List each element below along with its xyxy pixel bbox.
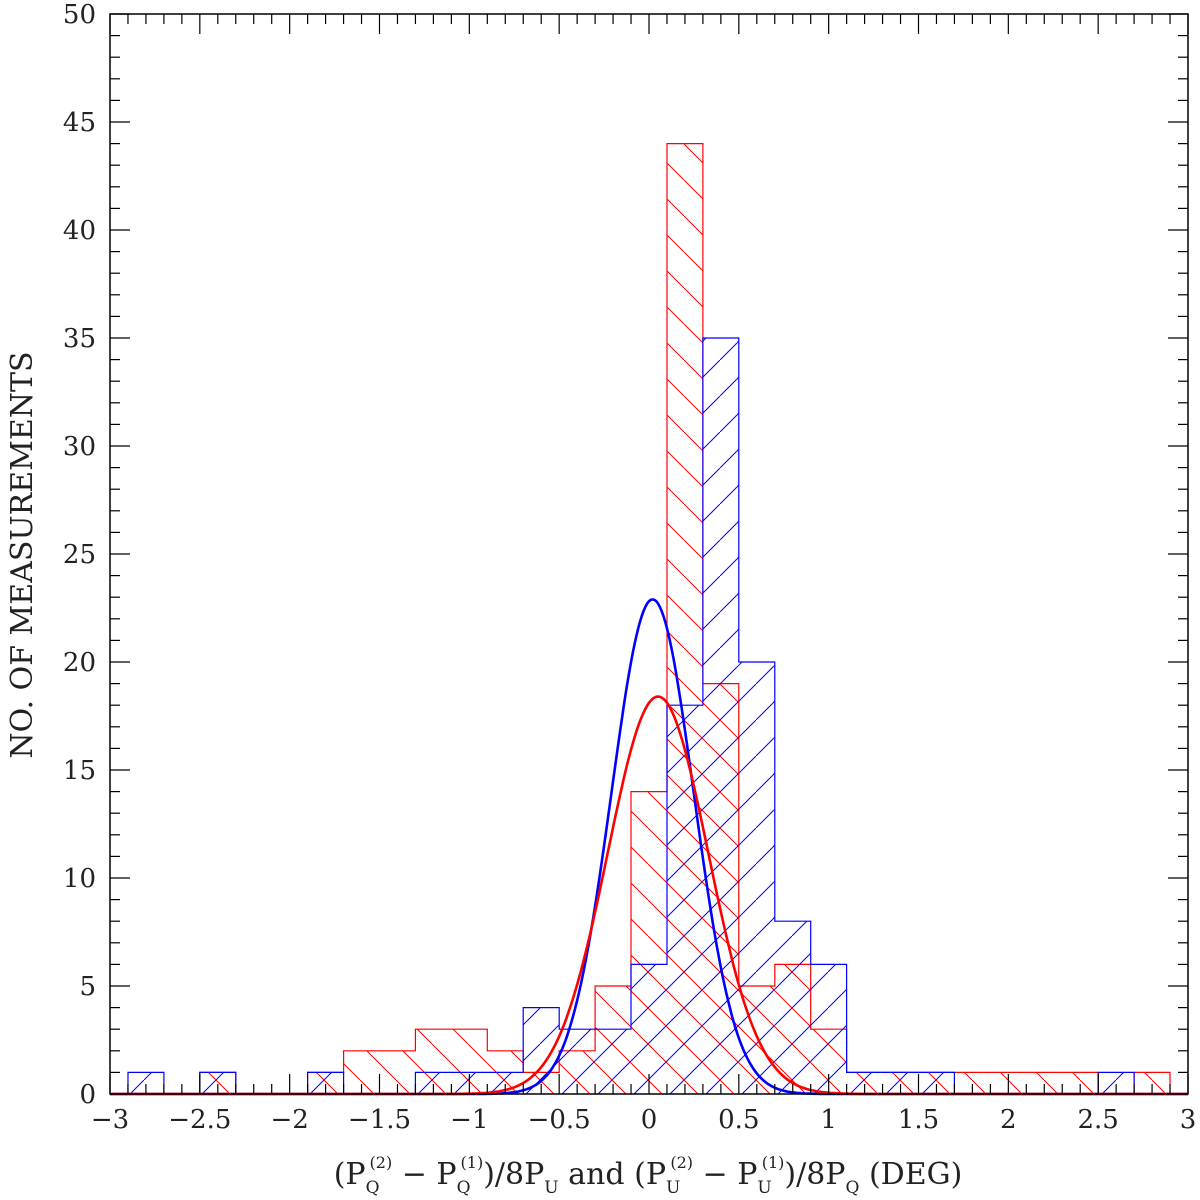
x-tick-label: −3 [91, 1105, 129, 1135]
histogram-bar [738, 662, 775, 1094]
y-tick-label: 20 [63, 648, 96, 678]
histogram-bar [846, 1072, 883, 1094]
x-tick-label: 2.5 [1077, 1105, 1118, 1135]
histogram-bar [631, 964, 667, 1094]
histogram-bar [415, 1072, 452, 1094]
x-tick-label: −2.5 [168, 1105, 231, 1135]
histogram-bar [918, 1072, 955, 1094]
x-axis-label: (PQ(2) − PQ(1))/8PU and (PU(2) − PU(1))/… [334, 1153, 963, 1198]
y-tick-label: 0 [79, 1080, 96, 1110]
axes-frame [109, 13, 1189, 1095]
histogram-bar [666, 705, 703, 1094]
x-tick-label: 2 [1000, 1105, 1017, 1135]
x-tick-label: 0 [641, 1105, 658, 1135]
x-tick-label: 0.5 [718, 1105, 759, 1135]
histogram-bar [774, 921, 811, 1094]
histogram-bar [1026, 1072, 1063, 1094]
y-tick-label: 30 [63, 432, 96, 462]
histogram-bar [307, 1072, 344, 1094]
histogram-bar [1134, 1072, 1171, 1094]
x-tick-label: 1.5 [898, 1105, 939, 1135]
histogram-series-1 [127, 143, 1171, 1095]
y-tick-label: 10 [63, 864, 96, 894]
histogram-layer [127, 143, 1171, 1095]
y-axis-label: NO. OF MEASUREMENTS [5, 351, 40, 758]
histogram-series-2 [127, 337, 1171, 1095]
y-tick-label: 5 [79, 972, 96, 1002]
x-tick-label: 1 [820, 1105, 837, 1135]
histogram-bar [810, 964, 847, 1094]
histogram-bar [702, 338, 739, 1094]
tick-labels: −3 −2.5 −2 −1.5 −1 −0.5 0 0.5 1 1.5 2 2.5 3051015202… [63, 0, 1196, 1135]
x-tick-label: −0.5 [528, 1105, 591, 1135]
histogram-bar [199, 1072, 236, 1094]
x-tick-label: −1.5 [348, 1105, 411, 1135]
y-tick-label: 45 [63, 108, 96, 138]
y-tick-label: 15 [63, 756, 96, 786]
histogram-bar [127, 1072, 164, 1094]
histogram-bar [882, 1072, 919, 1094]
histogram-bar [1098, 1072, 1135, 1094]
y-tick-label: 50 [63, 0, 96, 30]
histogram-bar [954, 1072, 991, 1094]
histogram-bar [1062, 1072, 1099, 1094]
x-tick-label: 3 [1180, 1105, 1197, 1135]
histogram-bar [595, 1029, 632, 1094]
y-tick-label: 40 [63, 216, 96, 246]
x-tick-label: −2 [271, 1105, 309, 1135]
x-tick-label: −1 [450, 1105, 488, 1135]
y-tick-label: 25 [63, 540, 96, 570]
y-tick-label: 35 [63, 324, 96, 354]
